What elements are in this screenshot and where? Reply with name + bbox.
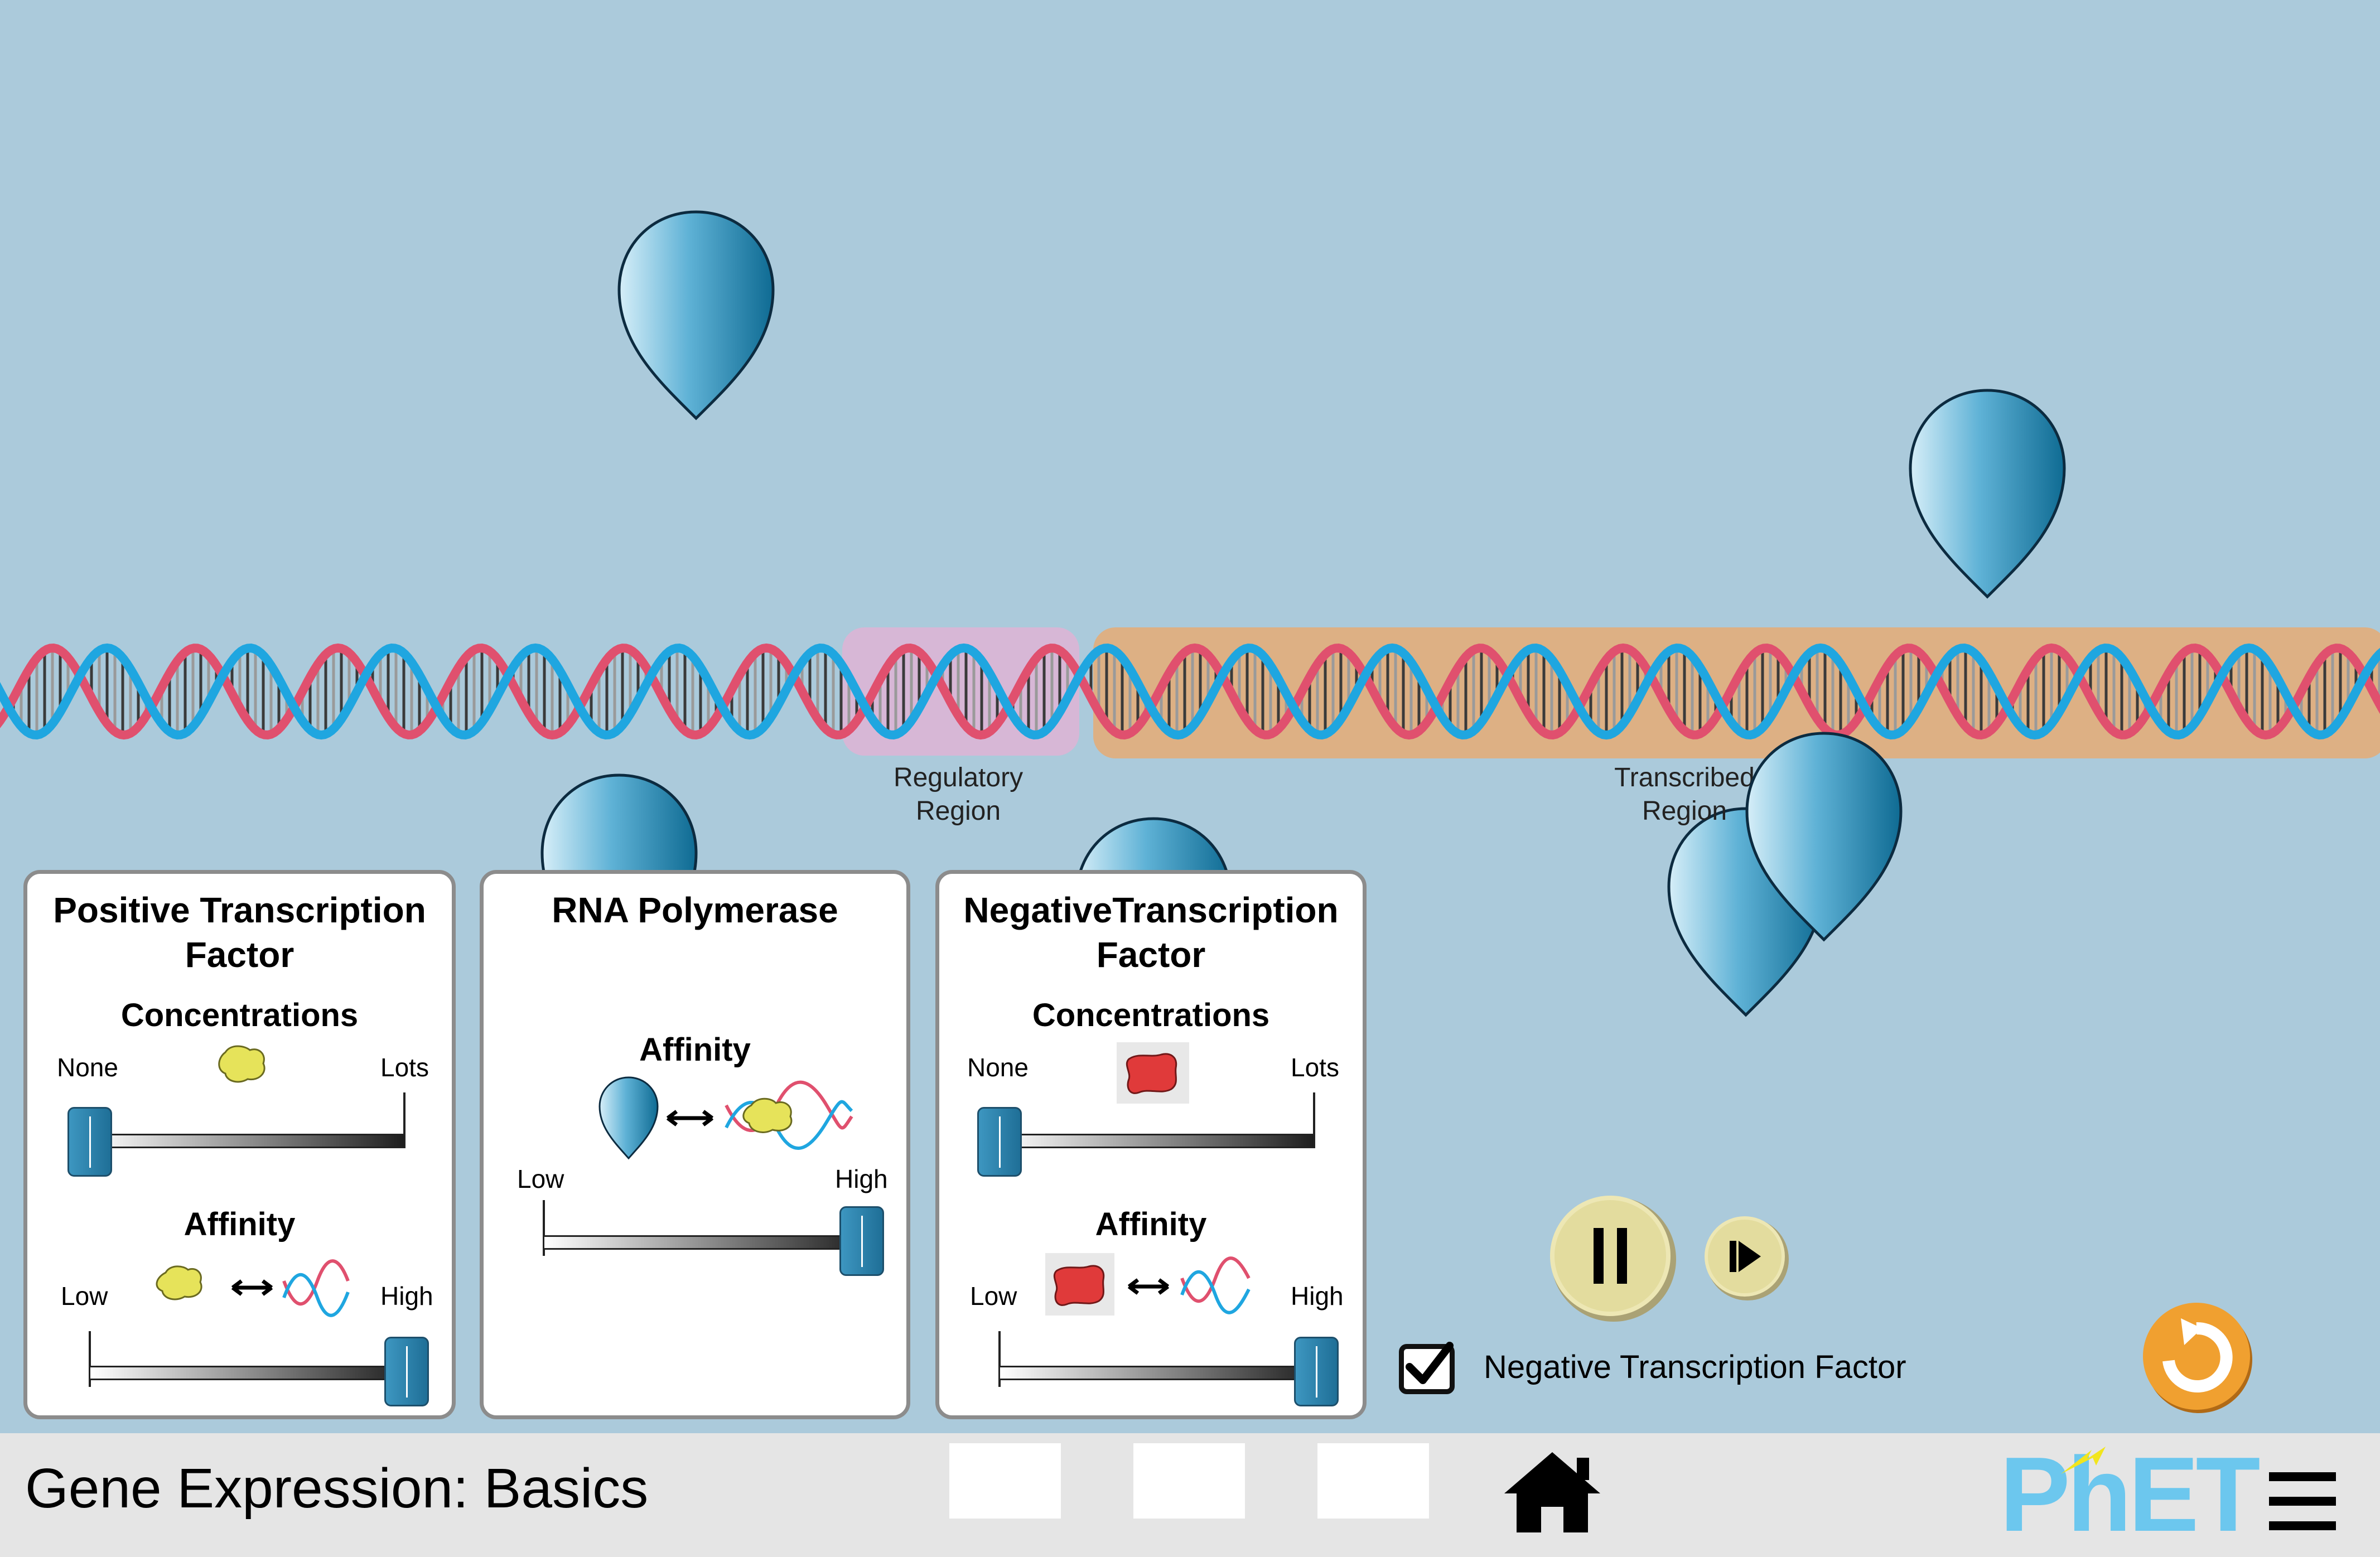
- affinity-min-label: Low: [517, 1164, 564, 1193]
- affinity-min-label: Low: [970, 1282, 1017, 1311]
- panel-title: Factor: [185, 935, 295, 975]
- reset-all-button[interactable]: [2141, 1299, 2258, 1416]
- regulatory-region-label: Regulatory: [894, 763, 1023, 792]
- dna-molecule: [0, 643, 2380, 740]
- menu-icon[interactable]: [2269, 1472, 2336, 1534]
- concentration-slider-track[interactable]: [1001, 1134, 1315, 1148]
- reset-icon: [2162, 1322, 2233, 1392]
- affinity-max-label: High: [835, 1164, 888, 1193]
- rna-polymerase[interactable]: [1910, 390, 2064, 597]
- concentration-slider-thumb[interactable]: [977, 1107, 1022, 1177]
- rna-polymerase[interactable]: [619, 212, 773, 418]
- affinity-heading: Affinity: [1095, 1206, 1207, 1242]
- concentrations-heading: Concentrations: [1032, 997, 1270, 1033]
- step-forward-button[interactable]: [1704, 1216, 1793, 1305]
- concentration-min-label: None: [57, 1053, 118, 1082]
- slider-end-tick: [998, 1331, 1001, 1387]
- negative-factor-checkbox[interactable]: [1399, 1342, 1455, 1394]
- concentration-slider-thumb[interactable]: [67, 1107, 112, 1177]
- affinity-slider-thumb[interactable]: [839, 1206, 884, 1276]
- negative-factor-panel: NegativeTranscription Factor Concentrati…: [935, 870, 1367, 1419]
- screen-button-3[interactable]: [1317, 1443, 1429, 1519]
- rna-polymerase-panel: RNA Polymerase Affinity Low High: [480, 870, 910, 1419]
- pause-icon: [1617, 1228, 1627, 1284]
- home-icon[interactable]: [1503, 1449, 1604, 1538]
- pause-button[interactable]: [1548, 1193, 1682, 1327]
- phet-logo-star-icon: [2061, 1447, 2106, 1474]
- regulatory-region-label: Region: [916, 796, 1001, 826]
- negative-factor-checkbox-label[interactable]: Negative Transcription Factor: [1484, 1349, 1906, 1385]
- screen-button-2[interactable]: [1133, 1443, 1245, 1519]
- affinity-heading: Affinity: [184, 1206, 296, 1242]
- panel-title: RNA Polymerase: [552, 890, 838, 930]
- screen-button-1[interactable]: [949, 1443, 1061, 1519]
- slider-end-tick: [543, 1200, 545, 1256]
- panel-title: NegativeTranscription: [963, 890, 1339, 930]
- affinity-max-label: High: [1291, 1282, 1344, 1311]
- slider-end-tick: [1313, 1092, 1315, 1148]
- pause-icon: [1594, 1228, 1604, 1284]
- concentrations-heading: Concentrations: [120, 997, 359, 1033]
- step-icon: [1739, 1241, 1761, 1272]
- affinity-slider-thumb[interactable]: [384, 1337, 429, 1406]
- panel-title: Factor: [1096, 935, 1206, 975]
- dna-strand: [0, 643, 2380, 740]
- positive-factor-panel: Positive Transcription Factor Concentrat…: [23, 870, 456, 1419]
- affinity-slider-thumb[interactable]: [1294, 1337, 1339, 1406]
- affinity-slider-track[interactable]: [998, 1366, 1319, 1380]
- affinity-heading: Affinity: [639, 1032, 751, 1068]
- affinity-min-label: Low: [61, 1282, 108, 1311]
- slider-end-tick: [89, 1331, 91, 1387]
- reset-icon: [2181, 1318, 2202, 1345]
- step-icon: [1730, 1241, 1736, 1272]
- affinity-icon: [1045, 1253, 1251, 1316]
- panel-title: Positive Transcription: [53, 890, 426, 930]
- transcribed-region-label: Transcribed: [1614, 763, 1755, 792]
- concentration-max-label: Lots: [380, 1053, 429, 1082]
- concentration-min-label: None: [967, 1053, 1029, 1082]
- sim-title: Gene Expression: Basics: [25, 1457, 649, 1520]
- affinity-slider-track[interactable]: [543, 1235, 866, 1250]
- affinity-icon: [156, 1259, 350, 1317]
- affinity-max-label: High: [380, 1282, 433, 1311]
- slider-end-tick: [403, 1092, 405, 1148]
- transcribed-region-label: Region: [1642, 796, 1727, 826]
- affinity-icon: [598, 1076, 853, 1160]
- negative-factor-icon: [1117, 1042, 1189, 1104]
- affinity-slider-track[interactable]: [89, 1366, 409, 1380]
- positive-factor-icon: [218, 1045, 265, 1083]
- concentration-max-label: Lots: [1291, 1053, 1339, 1082]
- checkmark-icon: [1406, 1342, 1454, 1384]
- concentration-slider-track[interactable]: [91, 1134, 405, 1148]
- phet-logo[interactable]: PhET: [2000, 1435, 2261, 1554]
